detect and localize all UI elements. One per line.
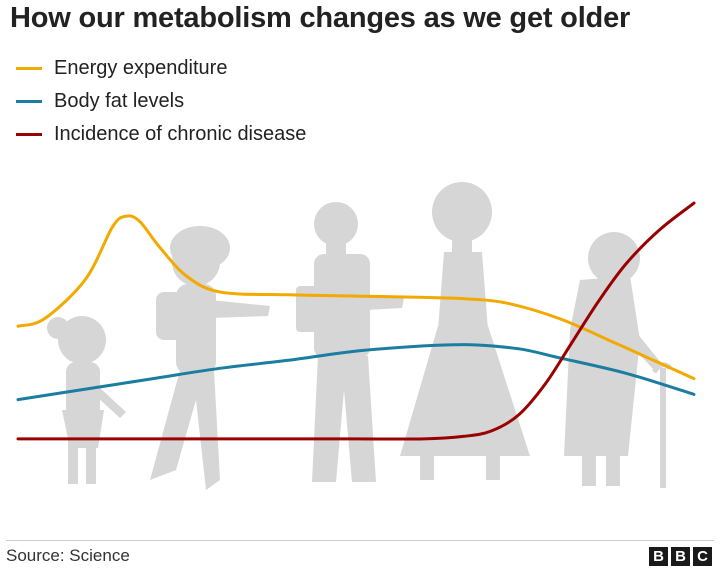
legend-item-body-fat: Body fat levels bbox=[16, 85, 306, 118]
series-line-chronic-disease bbox=[16, 201, 696, 441]
bbc-logo-block: B bbox=[649, 547, 668, 566]
source-note: Source: Science bbox=[6, 546, 130, 565]
silhouette-teen bbox=[150, 226, 270, 490]
legend-item-chronic-disease: Incidence of chronic disease bbox=[16, 118, 306, 151]
chart-title: How our metabolism changes as we get old… bbox=[10, 2, 631, 34]
footer-divider bbox=[6, 540, 714, 541]
bbc-logo: B B C bbox=[649, 547, 712, 566]
legend-swatch-body-fat bbox=[16, 100, 42, 103]
legend: Energy expenditure Body fat levels Incid… bbox=[16, 52, 306, 151]
silhouette-adult-man bbox=[296, 202, 404, 482]
silhouette-toddler bbox=[47, 316, 126, 484]
bbc-logo-block: B bbox=[671, 547, 690, 566]
series-line-energy-expenditure bbox=[16, 214, 696, 381]
legend-label-chronic-disease: Incidence of chronic disease bbox=[54, 123, 307, 145]
legend-swatch-energy bbox=[16, 67, 42, 70]
legend-item-energy: Energy expenditure bbox=[16, 52, 306, 85]
legend-swatch-chronic-disease bbox=[16, 133, 42, 136]
bbc-logo-block: C bbox=[693, 547, 712, 566]
legend-label-body-fat: Body fat levels bbox=[54, 90, 185, 112]
series-lines bbox=[16, 201, 696, 441]
legend-label-energy: Energy expenditure bbox=[54, 57, 228, 79]
line-chart bbox=[16, 182, 696, 490]
series-line-body-fat bbox=[16, 343, 696, 402]
silhouette-woman bbox=[400, 182, 530, 480]
